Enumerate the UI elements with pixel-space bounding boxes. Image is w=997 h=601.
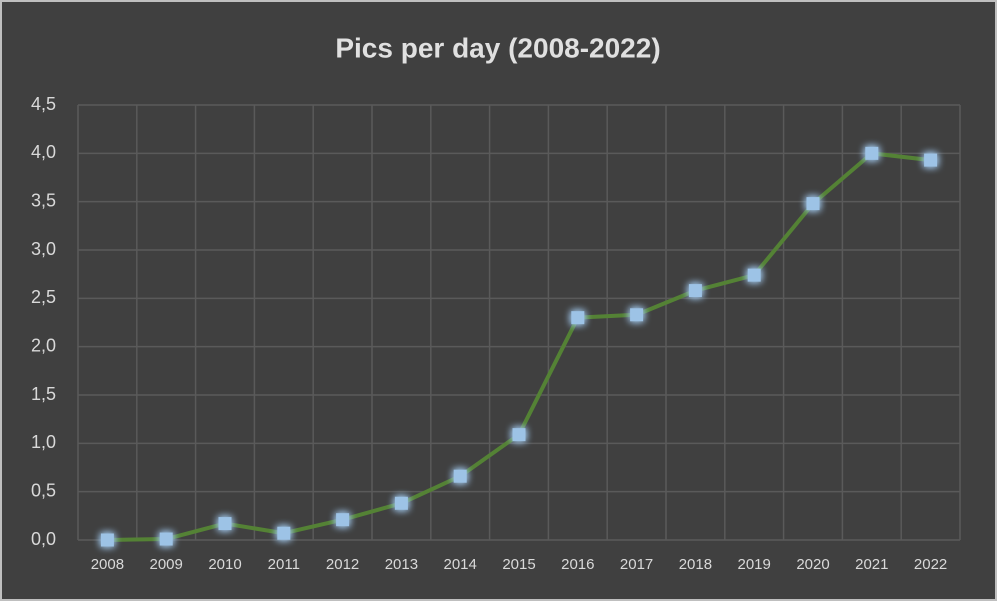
y-tick-label: 0,5: [31, 480, 56, 500]
marker: [100, 533, 114, 547]
x-tick-label: 2013: [385, 556, 418, 573]
marker: [394, 496, 408, 510]
x-tick-label: 2019: [738, 556, 771, 573]
x-tick-label: 2022: [914, 556, 947, 573]
y-tick-label: 2,5: [31, 287, 56, 307]
marker: [688, 284, 702, 298]
y-tick-label: 2,0: [31, 335, 56, 355]
x-tick-label: 2020: [796, 556, 829, 573]
marker: [806, 197, 820, 211]
x-tick-label: 2014: [444, 556, 477, 573]
plot: [100, 146, 938, 547]
y-tick-label: 1,0: [31, 432, 56, 452]
chart-title: Pics per day (2008-2022): [335, 32, 660, 63]
x-tick-label: 2015: [502, 556, 535, 573]
marker: [159, 532, 173, 546]
marker: [218, 517, 232, 531]
y-tick-label: 4,0: [31, 142, 56, 162]
marker: [630, 308, 644, 322]
y-tick-label: 3,0: [31, 239, 56, 259]
x-tick-label: 2021: [855, 556, 888, 573]
marker: [453, 469, 467, 483]
x-tick-label: 2018: [679, 556, 712, 573]
marker: [865, 146, 879, 160]
marker: [336, 513, 350, 527]
x-tick-label: 2017: [620, 556, 653, 573]
x-tick-label: 2009: [150, 556, 183, 573]
y-tick-label: 0,0: [31, 529, 56, 549]
marker: [747, 268, 761, 282]
y-tick-label: 1,5: [31, 384, 56, 404]
x-tick-label: 2008: [91, 556, 124, 573]
marker: [571, 311, 585, 325]
x-tick-label: 2012: [326, 556, 359, 573]
y-tick-label: 4,5: [31, 94, 56, 114]
marker: [512, 428, 526, 442]
marker: [924, 153, 938, 167]
y-tick-label: 3,5: [31, 190, 56, 210]
x-tick-label: 2011: [268, 556, 300, 573]
marker: [277, 526, 291, 540]
x-tick-label: 2016: [561, 556, 594, 573]
x-tick-label: 2010: [208, 556, 241, 573]
grid: 0,0 0,5 1,0 1,5 2,0 2,5 3,0 3,5 4,0 4,5 2008 2009 20…: [31, 94, 961, 573]
